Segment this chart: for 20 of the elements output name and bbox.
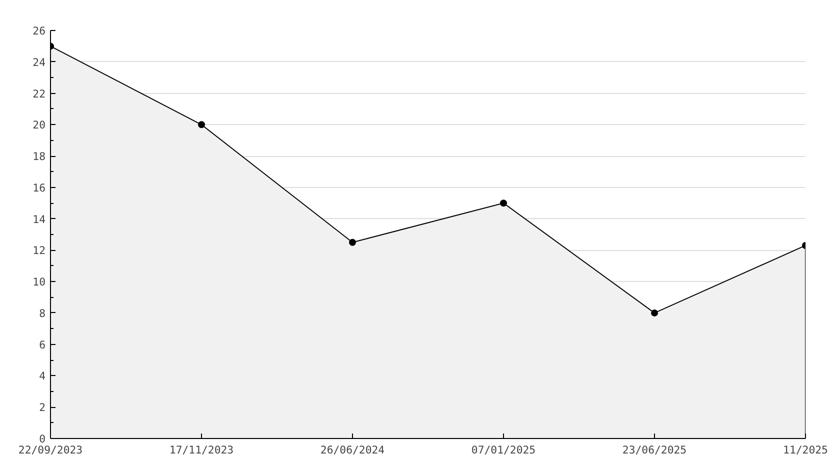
x-tick-label: 17/11/2023 <box>169 444 234 456</box>
y-tick-label: 0 <box>39 432 46 446</box>
x-tick-label: 26/06/2024 <box>320 444 385 456</box>
y-tick-label: 14 <box>32 212 46 226</box>
y-tick-label: 26 <box>32 24 46 38</box>
y-tick-label: 8 <box>39 306 46 320</box>
x-tick-label: 11/2025 <box>783 444 828 456</box>
y-tick-label: 6 <box>39 338 46 352</box>
x-tick-label: 23/06/2025 <box>622 444 687 456</box>
y-tick-label: 12 <box>32 244 46 258</box>
y-tick-label: 18 <box>32 150 46 164</box>
y-tick-label: 22 <box>32 87 46 100</box>
x-tick-label: 07/01/2025 <box>471 444 536 456</box>
y-tick-label: 10 <box>32 276 46 289</box>
y-tick-label: 20 <box>32 118 46 132</box>
y-tick-label: 16 <box>32 181 46 194</box>
y-tick-label: 2 <box>39 401 46 414</box>
y-tick-label: 4 <box>39 370 46 383</box>
y-tick-label: 24 <box>32 56 46 69</box>
x-tick-label: 22/09/2023 <box>18 444 83 456</box>
